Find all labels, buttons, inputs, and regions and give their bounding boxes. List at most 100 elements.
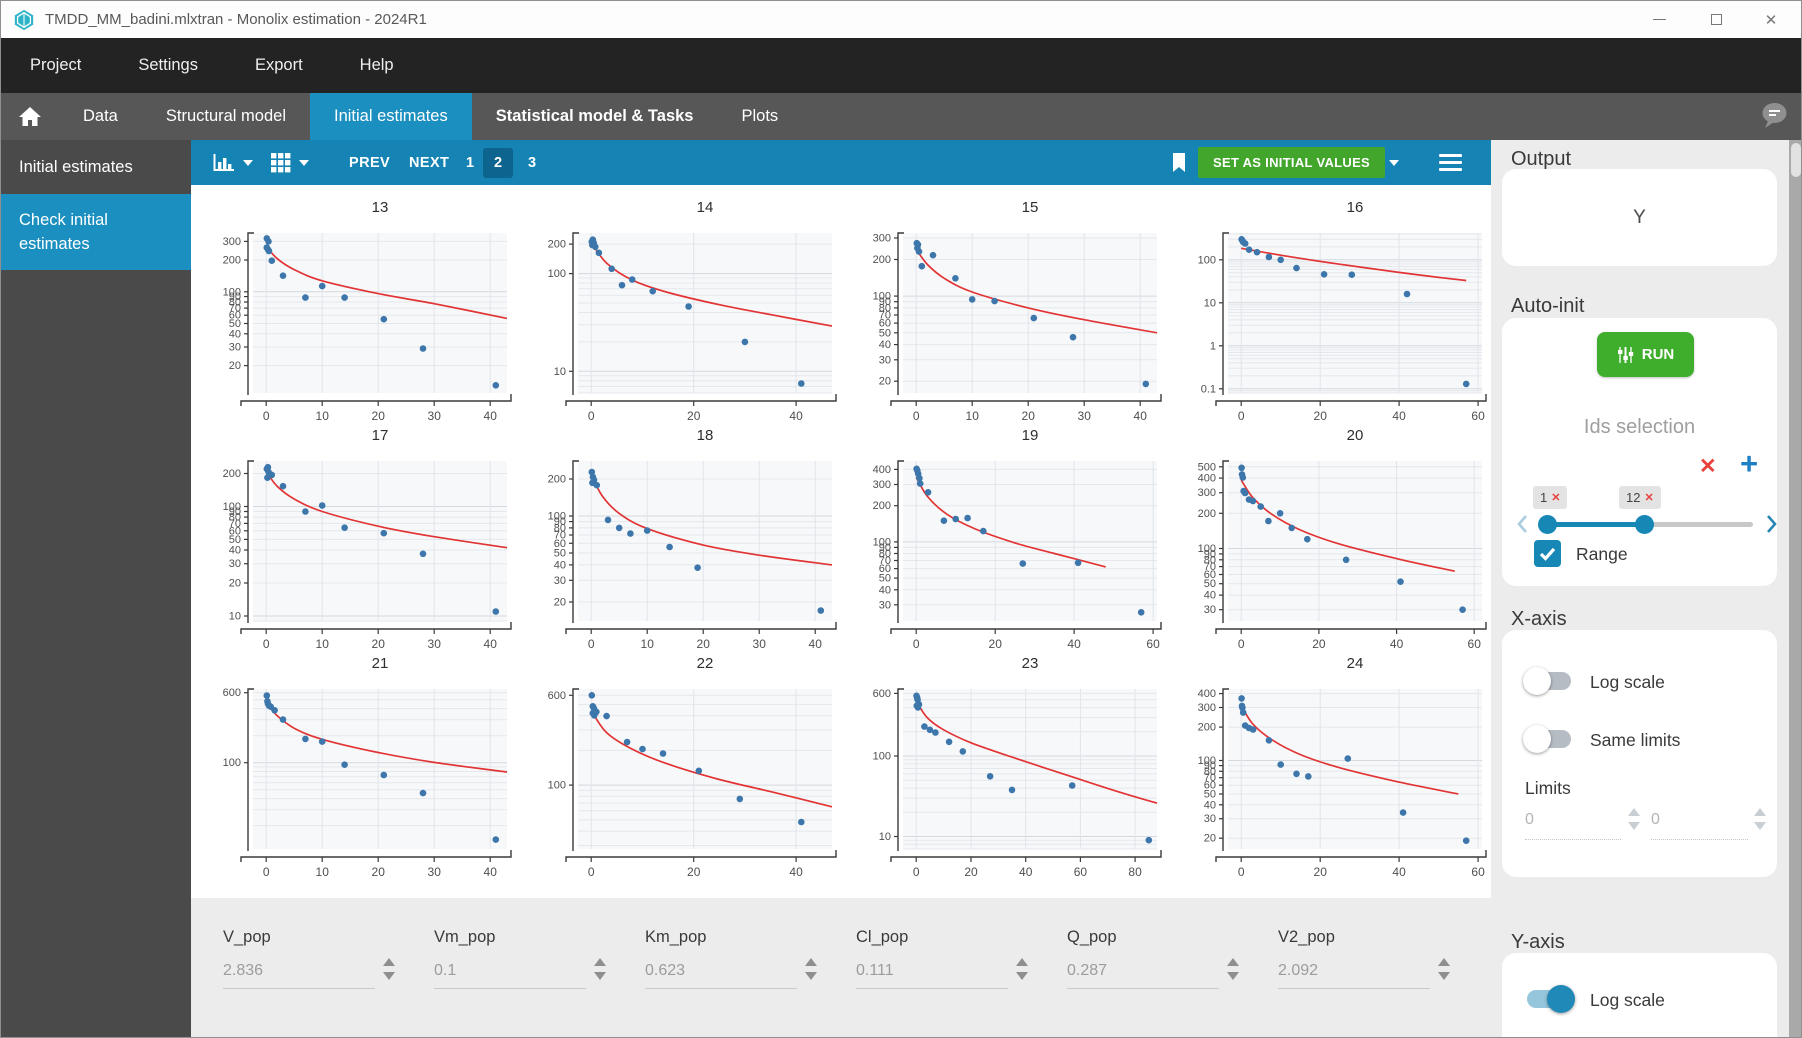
param-value-input[interactable]: 0.623	[645, 962, 797, 989]
chip-remove-icon[interactable]: ✕	[1551, 492, 1561, 504]
minimize-button[interactable]	[1639, 1, 1679, 38]
chip-remove-icon[interactable]: ✕	[1644, 492, 1654, 504]
ids-add-icon[interactable]: +	[1740, 446, 1759, 481]
svg-text:60: 60	[229, 525, 241, 537]
xaxis-log-toggle[interactable]	[1523, 667, 1573, 695]
param-stepper[interactable]	[1227, 958, 1239, 980]
param-stepper[interactable]	[1438, 958, 1450, 980]
chart-type-button[interactable]	[213, 140, 253, 185]
param-value-input[interactable]: 2.092	[1278, 962, 1430, 989]
tab-data[interactable]: Data	[83, 107, 118, 125]
limit-max-stepper[interactable]	[1754, 808, 1766, 830]
svg-text:0: 0	[588, 637, 595, 651]
svg-text:70: 70	[879, 310, 891, 322]
svg-text:300: 300	[873, 233, 891, 245]
feedback-bubble-icon[interactable]	[1760, 102, 1789, 134]
xaxis-same-limits-toggle[interactable]	[1523, 725, 1573, 753]
menubar: Project Settings Export Help	[1, 38, 1801, 93]
grid-layout-button[interactable]	[271, 140, 309, 185]
home-tab[interactable]	[1, 93, 59, 140]
param-label: V_pop	[223, 928, 271, 946]
param-value-input[interactable]: 0.111	[856, 962, 1008, 989]
svg-text:60: 60	[1204, 569, 1216, 581]
menu-export[interactable]: Export	[254, 56, 303, 74]
slider-right-chevron-icon[interactable]	[1764, 514, 1778, 534]
page-2-button[interactable]: 2	[483, 147, 513, 178]
id-chip-min[interactable]: 1 ✕	[1533, 486, 1568, 509]
page-1-button[interactable]: 1	[465, 154, 475, 171]
svg-text:20: 20	[1312, 637, 1326, 651]
close-button[interactable]: ✕	[1764, 11, 1778, 29]
svg-text:50: 50	[879, 327, 891, 339]
ids-slider-handle-max[interactable]	[1635, 515, 1654, 534]
bookmark-button[interactable]	[1171, 140, 1187, 185]
svg-text:60: 60	[1471, 409, 1485, 423]
param-value-input[interactable]: 0.1	[434, 962, 586, 989]
param-value-input[interactable]: 2.836	[223, 962, 375, 989]
menu-settings[interactable]: Settings	[138, 56, 198, 74]
svg-text:100: 100	[873, 536, 891, 548]
svg-text:10: 10	[316, 865, 330, 879]
grid-icon	[271, 152, 291, 172]
svg-text:10: 10	[966, 409, 980, 423]
scrollbar-thumb[interactable]	[1791, 143, 1801, 177]
id-chip-max[interactable]: 12 ✕	[1619, 486, 1661, 509]
maximize-button[interactable]	[1696, 1, 1736, 38]
param-stepper[interactable]	[383, 958, 395, 980]
yaxis-log-toggle[interactable]	[1525, 985, 1575, 1013]
param-value-input[interactable]: 0.287	[1067, 962, 1219, 989]
svg-text:80: 80	[229, 297, 241, 309]
param-stepper[interactable]	[805, 958, 817, 980]
param-stepper[interactable]	[594, 958, 606, 980]
menu-project[interactable]: Project	[30, 56, 82, 74]
tab-plots[interactable]: Plots	[741, 107, 779, 125]
svg-text:40: 40	[789, 409, 803, 423]
set-initial-values-dropdown[interactable]	[1389, 140, 1399, 185]
output-section-title: Output	[1511, 148, 1572, 170]
next-button[interactable]: NEXT	[409, 154, 450, 171]
limit-min-stepper[interactable]	[1628, 808, 1640, 830]
run-button[interactable]: RUN	[1597, 332, 1694, 377]
xaxis-limit-min-input[interactable]: 0	[1525, 811, 1621, 840]
scrollbar[interactable]	[1789, 140, 1801, 1037]
limits-label: Limits	[1525, 778, 1571, 798]
plot-21[interactable]: 600 100 0 10 20 30 40 21	[191, 647, 516, 883]
svg-text:20: 20	[989, 637, 1003, 651]
autoinit-card: RUN Ids selection ✕ + 1 ✕ 12 ✕	[1502, 318, 1777, 586]
ids-clear-icon[interactable]: ✕	[1699, 455, 1717, 478]
bar-chart-icon	[213, 154, 234, 171]
plot-16[interactable]: 100 10 1 0.1 0 20 40 60 16	[1166, 191, 1491, 427]
tab-statistical-model-tasks[interactable]: Statistical model & Tasks	[495, 107, 694, 125]
set-as-initial-values-button[interactable]: SET AS INITIAL VALUES	[1198, 147, 1386, 178]
plot-22[interactable]: 600 100 0 20 40 22	[516, 647, 841, 883]
svg-text:80: 80	[879, 302, 891, 314]
xaxis-limit-max-input[interactable]: 0	[1651, 811, 1748, 840]
tab-structural-model[interactable]: Structural model	[165, 107, 286, 125]
svg-text:60: 60	[1146, 637, 1160, 651]
param-stepper[interactable]	[1016, 958, 1028, 980]
param-vm-pop: Vm_pop 0.1	[434, 928, 629, 989]
sidebar-item-check-initial-estimates[interactable]: Check initial estimates	[1, 194, 191, 270]
sidebar-item-initial-estimates[interactable]: Initial estimates	[19, 158, 133, 176]
range-checkbox[interactable]	[1534, 540, 1561, 567]
plot-menu-button[interactable]	[1439, 140, 1462, 185]
tab-initial-estimates[interactable]: Initial estimates	[310, 93, 472, 140]
page-3-button[interactable]: 3	[527, 154, 537, 171]
svg-text:70: 70	[1204, 561, 1216, 573]
prev-button[interactable]: PREV	[349, 154, 391, 171]
slider-left-chevron-icon[interactable]	[1516, 514, 1530, 534]
svg-text:200: 200	[223, 468, 241, 480]
menu-help[interactable]: Help	[359, 56, 394, 74]
svg-text:300: 300	[873, 479, 891, 491]
ids-slider-handle-min[interactable]	[1538, 515, 1557, 534]
